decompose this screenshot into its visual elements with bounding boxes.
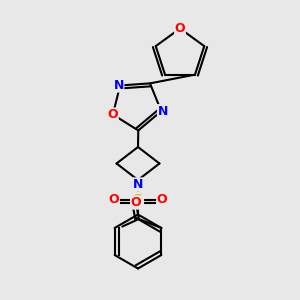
Text: O: O (130, 196, 141, 209)
Text: S: S (133, 193, 143, 206)
Text: O: O (107, 108, 118, 121)
Text: N: N (113, 79, 124, 92)
Text: N: N (133, 178, 143, 191)
Text: O: O (175, 22, 185, 35)
Text: O: O (157, 193, 167, 206)
Text: N: N (158, 105, 168, 118)
Text: O: O (109, 193, 119, 206)
